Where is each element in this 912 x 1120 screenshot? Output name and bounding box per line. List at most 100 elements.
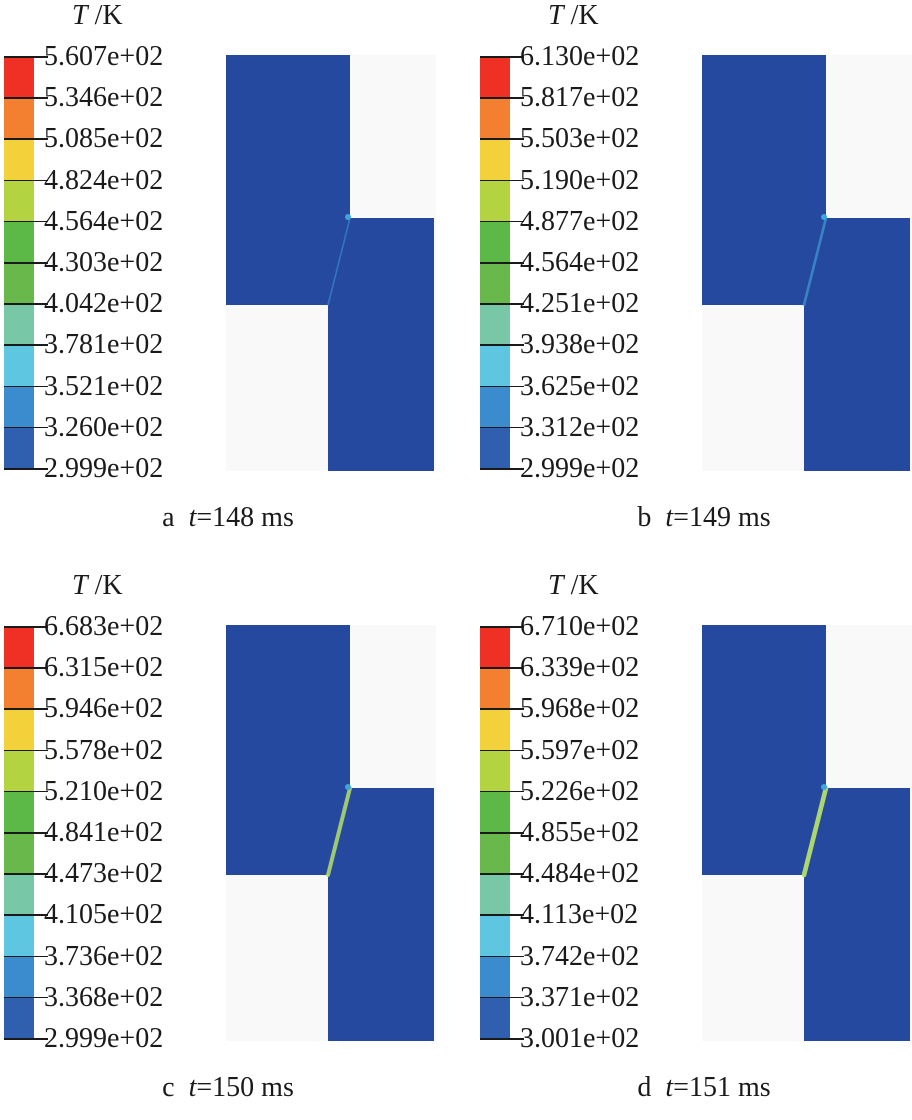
unit-symbol: T bbox=[548, 570, 564, 601]
shear-band bbox=[802, 216, 828, 307]
colorbar-tick bbox=[480, 790, 524, 793]
colorbar-swatch bbox=[480, 626, 510, 668]
colorbar-swatch bbox=[4, 955, 34, 997]
panel-letter: a bbox=[162, 502, 175, 533]
colorbar-tick-label: 4.303e+02 bbox=[44, 247, 164, 278]
colorbar-tick bbox=[4, 303, 48, 305]
time-value: =150 ms bbox=[196, 1072, 294, 1103]
colorbar-swatch bbox=[4, 667, 34, 709]
panel-letter: c bbox=[162, 1072, 175, 1103]
shear-band bbox=[327, 217, 351, 306]
colorbar-tick-label: 5.597e+02 bbox=[520, 734, 640, 766]
colorbar-tick-label: 4.251e+02 bbox=[520, 288, 640, 320]
colorbar-tick bbox=[480, 426, 524, 429]
colorbar-swatch bbox=[4, 262, 34, 304]
panel-caption: b t=149 ms bbox=[476, 502, 912, 534]
colorbar-swatch bbox=[4, 832, 34, 874]
colorbar-tick-label: 5.085e+02 bbox=[44, 123, 164, 155]
colorbar-swatch bbox=[480, 220, 510, 262]
colorbar-tick bbox=[4, 914, 48, 916]
colorbar-tick-label: 3.736e+02 bbox=[44, 940, 164, 972]
hot-spot bbox=[345, 784, 351, 790]
colorbar-tick bbox=[4, 955, 48, 958]
colorbar-swatch bbox=[480, 667, 510, 709]
panel-a: T /K 5.607e+02 5.346e+02 5.085e+02 4.824e+02… bbox=[0, 0, 456, 550]
hot-spot bbox=[821, 784, 827, 790]
colorbar-tick-label: 6.315e+02 bbox=[44, 652, 164, 684]
panel-letter: d bbox=[637, 1072, 652, 1103]
colorbar-tick-label: 5.578e+02 bbox=[44, 734, 164, 766]
panel-c: T /K 6.683e+02 6.315e+02 5.946e+02 5.578e+02… bbox=[0, 570, 456, 1120]
colorbar-tick-label: 3.260e+02 bbox=[44, 411, 164, 443]
colorbar-tick-label: 6.710e+02 bbox=[520, 611, 640, 642]
unit-separator: / bbox=[87, 0, 103, 31]
unit-name: K bbox=[578, 0, 599, 31]
colorbar-tick-label: 4.877e+02 bbox=[520, 205, 640, 237]
colorbar-tick bbox=[4, 220, 48, 223]
simulation-contour bbox=[702, 625, 912, 1041]
colorbar-tick-label: 5.346e+02 bbox=[44, 82, 164, 114]
colorbar-tick-label: 3.368e+02 bbox=[44, 981, 164, 1013]
hot-spot bbox=[345, 214, 351, 220]
colorbar-unit-label: T /K bbox=[548, 570, 599, 602]
hot-spot bbox=[821, 214, 827, 220]
panel-caption: d t=151 ms bbox=[476, 1072, 912, 1104]
colorbar-tick-label: 3.742e+02 bbox=[520, 940, 640, 972]
simulation-contour bbox=[226, 625, 436, 1041]
unit-separator: / bbox=[563, 570, 579, 601]
colorbar-swatch bbox=[4, 708, 34, 750]
colorbar-tick bbox=[480, 56, 524, 58]
colorbar-tick-label: 5.946e+02 bbox=[44, 693, 164, 725]
time-value: =149 ms bbox=[673, 502, 771, 533]
colorbar-swatch bbox=[480, 179, 510, 221]
specimen-lower-block bbox=[804, 788, 910, 1041]
time-symbol: t bbox=[665, 502, 674, 533]
colorbar-tick bbox=[4, 385, 48, 388]
colorbar-tick-label: 3.521e+02 bbox=[44, 370, 164, 402]
colorbar-swatch bbox=[4, 426, 34, 468]
specimen-svg bbox=[226, 625, 434, 1041]
unit-separator: / bbox=[563, 0, 579, 31]
colorbar-swatch bbox=[480, 138, 510, 180]
colorbar-swatch bbox=[480, 708, 510, 750]
colorbar-tick-label: 4.473e+02 bbox=[44, 858, 164, 890]
colorbar-swatch bbox=[4, 996, 34, 1038]
colorbar-tick bbox=[4, 97, 48, 99]
colorbar-swatch bbox=[480, 97, 510, 139]
simulation-contour bbox=[702, 55, 912, 471]
colorbar-swatch bbox=[480, 790, 510, 832]
specimen-svg bbox=[226, 55, 434, 471]
colorbar-tick-label: 3.001e+02 bbox=[520, 1023, 640, 1054]
colorbar-tick bbox=[480, 97, 524, 99]
specimen-svg bbox=[702, 55, 910, 471]
colorbar-tick-label: 4.855e+02 bbox=[520, 817, 640, 848]
time-value: =148 ms bbox=[196, 502, 294, 533]
colorbar-tick bbox=[480, 468, 524, 470]
colorbar-swatch bbox=[4, 344, 34, 386]
colorbar-swatch bbox=[4, 385, 34, 427]
colorbar-swatch bbox=[4, 220, 34, 262]
colorbar-swatch bbox=[480, 303, 510, 345]
colorbar-tick bbox=[480, 344, 524, 346]
colorbar-tick-label: 4.564e+02 bbox=[520, 247, 640, 278]
colorbar-tick bbox=[480, 1038, 524, 1040]
time-symbol: t bbox=[188, 1072, 197, 1103]
colorbar-swatch bbox=[4, 97, 34, 139]
colorbar-tick-label: 5.226e+02 bbox=[520, 775, 640, 807]
colorbar-tick bbox=[4, 138, 48, 140]
colorbar-tick-label: 3.625e+02 bbox=[520, 370, 640, 402]
colorbar-swatch bbox=[4, 914, 34, 956]
colorbar-swatch bbox=[480, 385, 510, 427]
colorbar-unit-label: T /K bbox=[72, 570, 123, 602]
colorbar-tick bbox=[4, 179, 48, 182]
panel-caption: c t=150 ms bbox=[0, 1072, 456, 1104]
colorbar-tick bbox=[480, 749, 524, 752]
colorbar-unit-label: T /K bbox=[72, 0, 123, 32]
colorbar-tick bbox=[480, 873, 524, 875]
shear-band bbox=[801, 785, 829, 878]
colorbar-swatch bbox=[480, 832, 510, 874]
colorbar-swatch bbox=[480, 344, 510, 386]
colorbar-tick bbox=[480, 138, 524, 140]
colorbar-tick-label: 4.484e+02 bbox=[520, 858, 640, 890]
time-symbol: t bbox=[665, 1072, 674, 1103]
